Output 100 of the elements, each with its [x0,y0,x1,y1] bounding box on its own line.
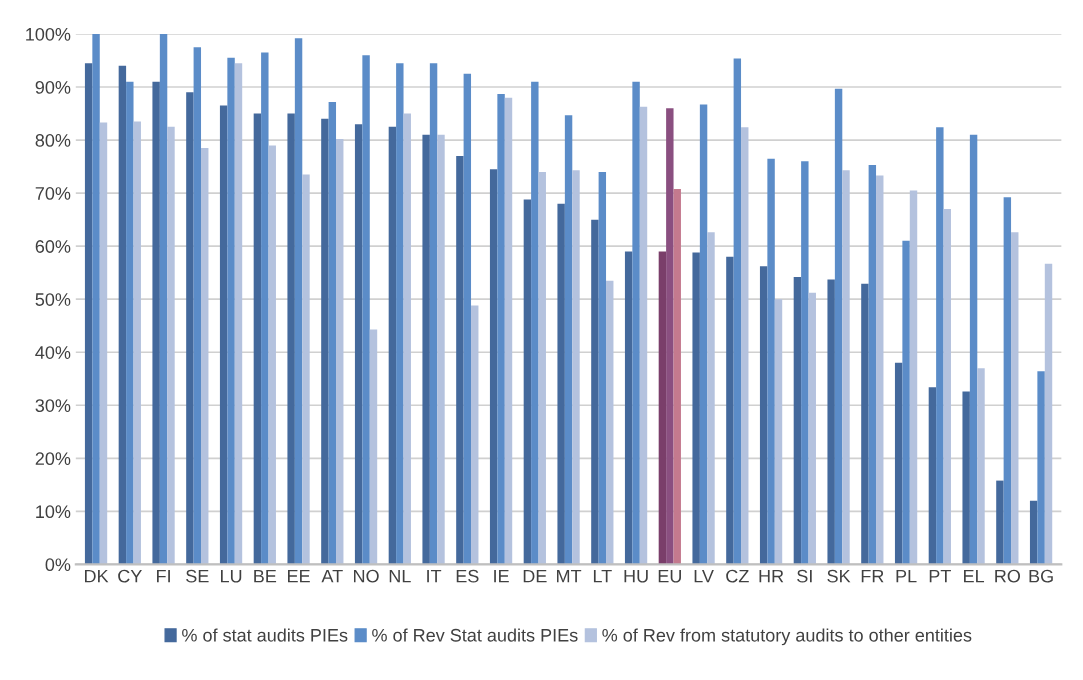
bar [253,113,262,565]
x-tick-label: LU [221,569,242,583]
bar [321,118,329,565]
legend-label: % of Rev from statutory audits to other entities [602,628,972,646]
y-tick-label: 30% [35,399,71,412]
x-tick-label: NL [389,569,411,583]
x-tick-label: IT [427,569,442,583]
bar [996,480,1004,565]
bar [1044,263,1053,565]
bar [598,171,607,565]
bar [118,65,127,565]
y-tick-label: 10% [36,505,71,519]
x-tick-label: LT [593,569,612,583]
bar [126,81,134,565]
x-tick-label: EL [964,569,985,583]
bar [219,105,228,565]
bar [463,73,472,565]
bar [962,391,970,565]
bar [201,148,209,565]
y-tick-label: 70% [35,187,71,200]
bar [759,266,768,565]
bar [497,93,505,565]
bar [707,232,715,565]
bar [287,113,295,565]
bar [774,299,783,565]
bar [336,139,344,565]
y-tick-label: 20% [35,452,71,466]
y-tick-label: 100% [26,27,71,41]
bar [167,126,175,565]
x-tick-label: EU [658,569,681,583]
bar [471,305,479,565]
bar [152,81,160,565]
bar [531,81,539,565]
y-tick-label: 0% [45,558,71,572]
bar [861,283,869,565]
bar [827,279,835,565]
bar [99,122,108,565]
bar [369,329,378,565]
bar [403,113,411,565]
bar [591,219,599,565]
x-tick-label: SE [186,569,209,583]
bar [396,63,404,565]
bar [1029,500,1038,565]
bar [876,175,884,565]
bar [943,209,951,565]
bar [894,362,903,565]
x-tick-label: NO [354,569,379,583]
bar [673,188,681,565]
legend-label: % of Rev Stat audits PIEs [372,628,578,642]
y-tick-label: 80% [35,134,71,147]
bar [489,169,498,565]
legend-label: % of stat audits PIEs [182,628,348,642]
bar [227,57,235,565]
x-tick-label: SI [797,569,812,583]
x-tick-label: SK [827,569,851,583]
bar [193,47,202,565]
bar [666,108,674,565]
bar [606,280,614,565]
bar [92,34,100,565]
bar [84,63,93,565]
bar [1011,232,1019,565]
bar [632,81,640,565]
bar [909,190,918,565]
bar [504,97,513,565]
bar [354,124,363,565]
bar [658,251,667,565]
bar [564,115,573,565]
x-tick-label: FR [861,569,884,583]
bar [328,101,337,565]
bar [793,276,802,565]
bar [1003,197,1012,565]
bar [422,134,430,565]
bar [726,256,734,565]
bar [538,171,546,565]
bar [928,387,937,565]
x-tick-label: HR [759,569,784,583]
bar [294,38,303,565]
x-tick-label: RO [995,569,1021,583]
bar [733,58,742,565]
bar [936,127,944,565]
x-tick-label: BE [254,569,277,583]
bar [362,55,370,565]
x-tick-label: HU [624,569,648,583]
x-tick-label: CY [118,569,142,583]
x-tick-label: CZ [726,569,749,583]
y-tick-label: 50% [35,293,71,306]
bar [133,121,141,565]
x-tick-label: DK [85,569,109,583]
bar [523,199,532,565]
bar [977,368,985,565]
bar [969,134,978,565]
bar [437,134,445,565]
bar [268,145,276,565]
bar [801,161,809,565]
bar [808,292,816,565]
bar [159,34,168,565]
bar [692,252,700,565]
bar [302,174,310,565]
bar [624,251,633,565]
x-tick-label: MT [557,569,582,583]
